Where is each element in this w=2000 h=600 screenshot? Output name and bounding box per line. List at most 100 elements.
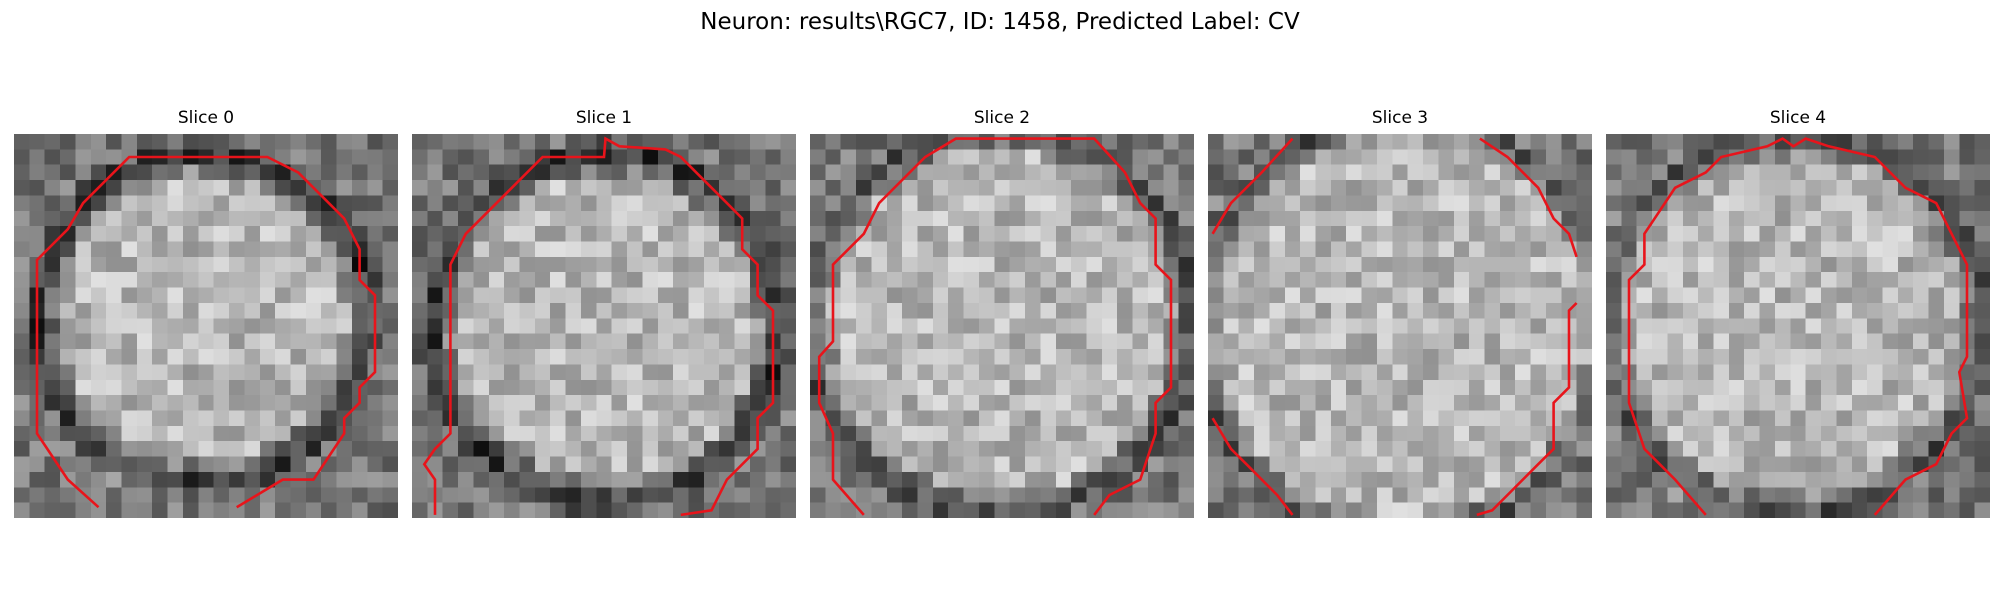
image-pixel — [1913, 441, 1929, 457]
image-pixel — [244, 272, 261, 288]
image-pixel — [75, 302, 92, 319]
image-pixel — [305, 349, 322, 365]
image-pixel — [519, 487, 536, 504]
image-pixel — [351, 502, 368, 518]
image-pixel — [305, 318, 322, 335]
image-pixel — [1376, 318, 1393, 335]
image-pixel — [1117, 410, 1133, 427]
image-pixel — [1836, 395, 1853, 411]
image-pixel — [994, 256, 1011, 273]
image-pixel — [948, 241, 964, 258]
image-pixel — [1606, 210, 1622, 227]
image-pixel — [1774, 318, 1791, 335]
image-pixel — [1928, 287, 1945, 304]
image-pixel — [213, 425, 230, 442]
image-pixel — [596, 272, 613, 288]
image-pixel — [1774, 134, 1791, 150]
image-pixel — [321, 502, 337, 518]
image-pixel — [305, 256, 322, 273]
image-pixel — [1515, 502, 1531, 518]
image-pixel — [1361, 349, 1378, 365]
image-pixel — [1636, 195, 1653, 212]
image-pixel — [1621, 425, 1638, 442]
image-pixel — [90, 241, 107, 258]
image-pixel — [886, 456, 903, 473]
image-pixel — [1055, 226, 1072, 242]
image-pixel — [948, 425, 964, 442]
image-pixel — [810, 395, 826, 411]
image-pixel — [1759, 134, 1776, 150]
image-pixel — [1086, 502, 1103, 518]
image-pixel — [1867, 302, 1883, 319]
image-pixel — [1376, 195, 1393, 212]
image-pixel — [75, 333, 92, 350]
image-pixel — [259, 256, 276, 273]
image-pixel — [1178, 395, 1194, 411]
image-pixel — [1315, 272, 1332, 288]
image-pixel — [825, 364, 842, 381]
image-pixel — [1667, 256, 1684, 273]
image-pixel — [1453, 287, 1470, 304]
image-pixel — [1744, 364, 1760, 381]
image-pixel — [75, 502, 92, 518]
image-pixel — [642, 256, 659, 273]
image-pixel — [336, 195, 353, 212]
image-pixel — [978, 410, 995, 427]
image-pixel — [1728, 502, 1745, 518]
image-pixel — [1790, 210, 1807, 227]
image-pixel — [305, 502, 322, 518]
image-pixel — [244, 318, 261, 335]
image-pixel — [1515, 333, 1531, 350]
image-pixel — [856, 302, 872, 319]
image-pixel — [1453, 487, 1470, 504]
image-pixel — [1392, 149, 1409, 166]
image-pixel — [1469, 333, 1485, 350]
image-pixel — [856, 149, 872, 166]
image-pixel — [1086, 364, 1103, 381]
image-pixel — [29, 456, 46, 473]
image-pixel — [1438, 456, 1455, 473]
slice-image-1 — [412, 134, 796, 518]
image-pixel — [734, 441, 751, 457]
image-pixel — [627, 364, 643, 381]
image-pixel — [1086, 287, 1103, 304]
image-pixel — [1132, 149, 1149, 166]
image-pixel — [1682, 425, 1699, 442]
image-pixel — [1667, 487, 1684, 504]
image-pixel — [1974, 318, 1990, 335]
image-pixel — [1300, 379, 1316, 396]
image-pixel — [1086, 379, 1103, 396]
image-pixel — [1055, 256, 1072, 273]
image-pixel — [321, 333, 337, 350]
image-pixel — [1606, 364, 1622, 381]
slice-image-4 — [1606, 134, 1990, 518]
image-pixel — [719, 364, 735, 381]
image-pixel — [60, 272, 76, 288]
image-pixel — [1682, 226, 1699, 242]
image-pixel — [1025, 395, 1041, 411]
image-pixel — [1009, 395, 1026, 411]
image-pixel — [1423, 164, 1439, 181]
image-pixel — [1269, 333, 1286, 350]
image-pixel — [1713, 456, 1730, 473]
image-pixel — [75, 349, 92, 365]
image-pixel — [367, 164, 384, 181]
image-pixel — [305, 441, 322, 457]
slice-image-0 — [14, 134, 398, 518]
image-pixel — [290, 456, 307, 473]
image-pixel — [1530, 272, 1547, 288]
image-pixel — [719, 379, 735, 396]
image-pixel — [1515, 195, 1531, 212]
image-pixel — [90, 195, 107, 212]
image-pixel — [321, 302, 337, 319]
image-pixel — [321, 471, 337, 488]
image-pixel — [550, 364, 566, 381]
image-pixel — [1698, 302, 1714, 319]
image-pixel — [932, 333, 949, 350]
image-pixel — [856, 425, 872, 442]
image-pixel — [1515, 287, 1531, 304]
image-pixel — [825, 134, 842, 150]
image-pixel — [1682, 210, 1699, 227]
image-pixel — [1515, 456, 1531, 473]
image-pixel — [488, 410, 505, 427]
